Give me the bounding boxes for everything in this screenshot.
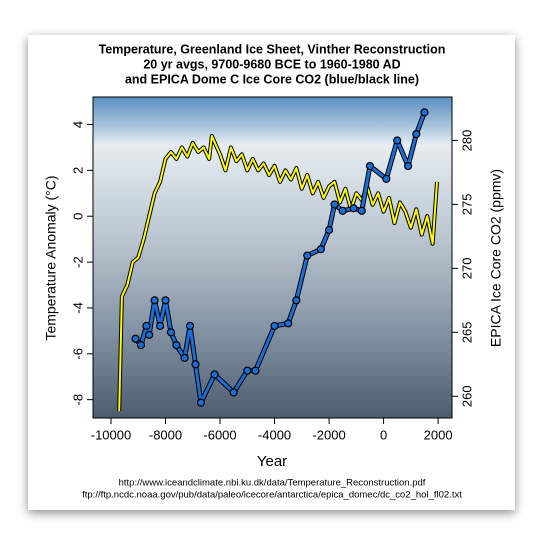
series-point (330, 200, 339, 209)
y-tick-label: 2 (70, 167, 85, 174)
series-point (185, 321, 195, 331)
x-tick-label: 2000 (424, 427, 453, 442)
plot-frame (92, 96, 453, 419)
y2-axis-label: EPICA Ice Core CO2 (ppmv) (488, 169, 504, 347)
source: http://www.iceandclimate.nbi.ku.dk/data/… (119, 478, 426, 489)
series-point (365, 161, 375, 171)
series-point (349, 204, 358, 213)
x-axis-label: Year (257, 453, 287, 470)
series-point (142, 321, 151, 331)
series-point (420, 108, 429, 117)
series-point (243, 366, 252, 375)
series-point (161, 296, 170, 305)
series-point (210, 370, 219, 379)
x-tick-label: -4000 (258, 427, 291, 442)
y-axis-label: Temperature Anomaly (°C) (43, 175, 59, 340)
series-point (292, 296, 301, 305)
series-point (180, 353, 189, 362)
series-point (229, 388, 238, 397)
series-point (136, 341, 146, 350)
series-point (357, 206, 366, 215)
y-tick-label: 4 (70, 121, 85, 128)
series-point (324, 225, 334, 235)
series-point (316, 245, 325, 254)
source: ftp://ftp.ncdc.noaa.gov/pub/data/paleo/i… (82, 490, 462, 501)
series-line (118, 134, 439, 412)
series-point (404, 161, 413, 171)
y2-tick-label: 270 (459, 258, 474, 280)
chart-title: Temperature, Greenland Ice Sheet, Vinthe… (99, 42, 446, 56)
chart-title: and EPICA Dome C Ice Core CO2 (blue/blac… (125, 72, 419, 86)
x-tick-label: -10000 (91, 427, 131, 442)
y2-tick-label: 260 (459, 385, 474, 407)
series-point (284, 319, 293, 328)
y-tick-label: -8 (70, 394, 85, 406)
series-point (145, 330, 154, 339)
y-tick-label: 0 (70, 213, 85, 220)
series-point (338, 206, 347, 215)
x-tick-label: -2000 (312, 427, 345, 442)
series-point (196, 398, 206, 407)
series-point (412, 129, 421, 139)
series-point (382, 174, 391, 183)
series-point (131, 334, 140, 343)
x-tick-label: -6000 (203, 427, 236, 442)
y2-tick-label: 265 (459, 321, 474, 343)
series-point (191, 360, 200, 369)
x-tick-label: -8000 (149, 427, 182, 442)
series-point (166, 328, 176, 337)
y2-tick-label: 275 (459, 194, 474, 216)
series-point (270, 321, 279, 331)
series-point (393, 136, 402, 145)
series-point (251, 366, 260, 375)
y-tick-label: -4 (70, 302, 85, 314)
chart-title: 20 yr avgs, 9700-9680 BCE to 1960-1980 A… (143, 57, 400, 71)
x-tick-label: 0 (380, 427, 387, 442)
series-point (155, 321, 165, 331)
series-point (303, 251, 312, 260)
series-point (172, 341, 181, 350)
y-tick-label: -6 (70, 348, 85, 360)
series-point (150, 296, 159, 305)
y-tick-label: -2 (70, 256, 85, 268)
y2-tick-label: 280 (459, 130, 474, 152)
